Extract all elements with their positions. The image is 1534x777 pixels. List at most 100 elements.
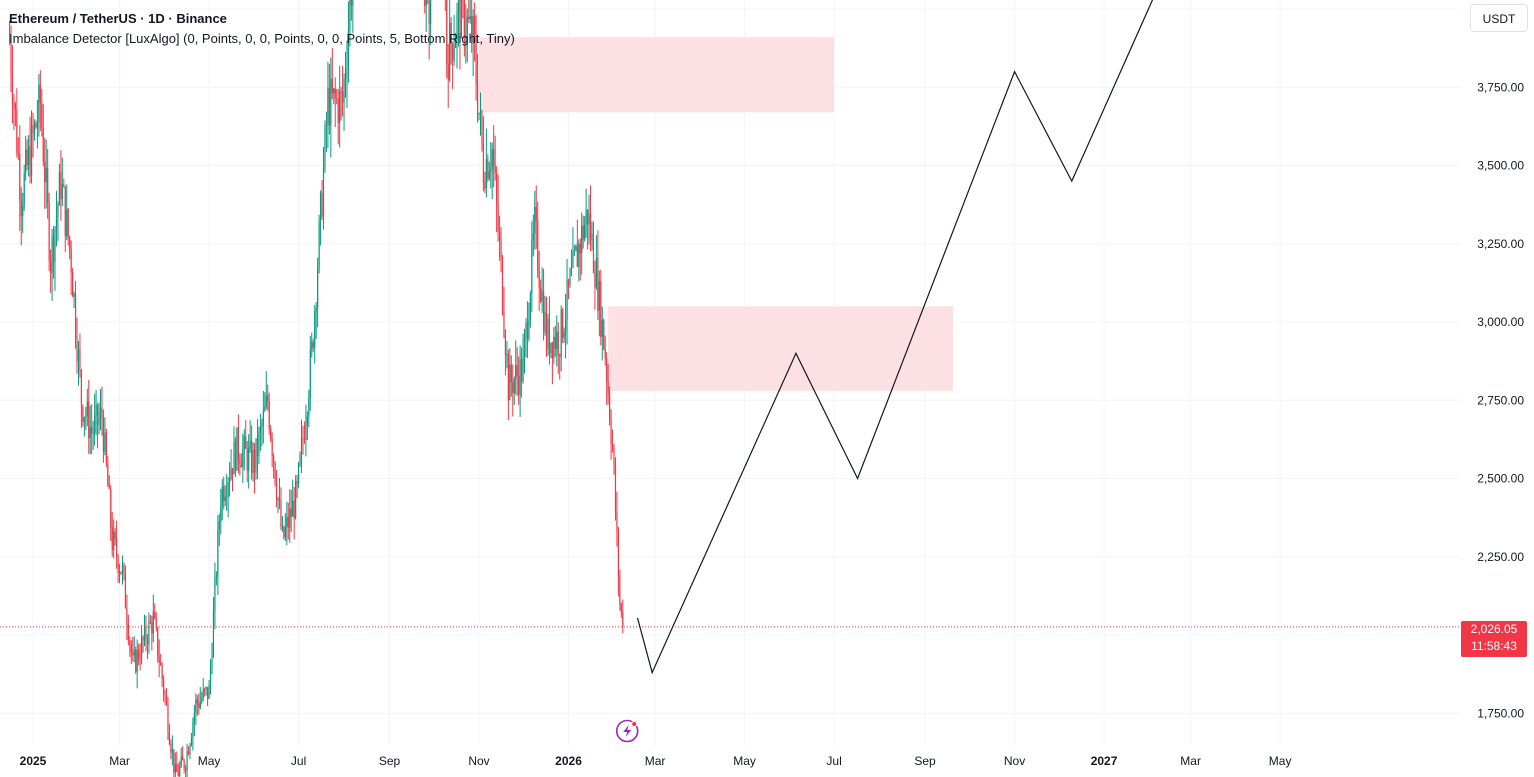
candle-body — [130, 644, 132, 654]
candle-body — [133, 650, 135, 656]
candle-body — [265, 395, 267, 407]
candle-body — [600, 281, 602, 337]
candle-body — [129, 640, 131, 645]
candle-body — [334, 88, 336, 99]
candle-body — [55, 216, 58, 229]
candle-body — [522, 357, 524, 382]
indicator-label[interactable]: Imbalance Detector [LuxAlgo] (0, Points,… — [9, 31, 515, 46]
last-price-value: 2,026.05 — [1470, 622, 1518, 636]
candle-body — [572, 251, 574, 268]
candle-body — [170, 743, 172, 753]
candle-body — [303, 438, 306, 441]
candle-body — [570, 267, 573, 273]
projection-drawing[interactable] — [636, 0, 1211, 675]
candle-body — [206, 687, 209, 699]
event-markers[interactable] — [615, 719, 639, 743]
candle-body — [487, 159, 489, 179]
candle-body — [453, 47, 455, 61]
candle-body — [259, 426, 262, 432]
price-axis[interactable]: 1,500.001,750.002,000.002,250.002,500.00… — [1477, 0, 1524, 777]
candle-body — [469, 16, 471, 19]
candle-body — [321, 192, 323, 217]
last-price-label: 2,026.05 11:58:43 — [1461, 621, 1527, 657]
candle-body — [63, 184, 65, 187]
candle-body — [165, 695, 168, 705]
candle-body — [350, 0, 352, 6]
candle-body — [183, 760, 185, 769]
time-tick-label: 2027 — [1091, 754, 1118, 768]
lightning-icon[interactable] — [615, 719, 639, 743]
candle-body — [8, 40, 11, 42]
time-axis[interactable]: 2025 Mar May Jul Sep Nov 2026 Mar May Jul Sep Nov 20… — [20, 754, 1292, 768]
candle-body — [117, 557, 119, 574]
candle-body — [518, 376, 520, 395]
candle-body — [425, 0, 427, 6]
candle-body — [57, 205, 59, 217]
candle-body — [484, 182, 486, 189]
candle-body — [507, 354, 509, 401]
candle-body — [526, 322, 529, 339]
candle-body — [306, 416, 308, 425]
candle-body — [274, 462, 276, 484]
imbalance-zone — [479, 37, 835, 113]
candle-body — [60, 171, 62, 200]
candle-body — [229, 478, 231, 483]
time-tick-label: 2026 — [555, 754, 582, 768]
candle-body — [268, 401, 270, 429]
candle-body — [17, 152, 19, 155]
candle-body — [83, 417, 85, 423]
candle-body — [516, 365, 518, 377]
time-tick-label: May — [733, 754, 756, 768]
candle-body — [471, 16, 473, 44]
candle-body — [231, 468, 234, 475]
candle-body — [520, 359, 523, 382]
candle-body — [227, 482, 229, 496]
candle-body — [284, 526, 286, 538]
candle-body — [79, 349, 81, 371]
candle-body — [550, 342, 552, 354]
candle-body — [27, 146, 30, 166]
candle-body — [591, 234, 593, 241]
candle-body — [447, 63, 449, 80]
candle-body — [145, 625, 147, 642]
candle-body — [195, 699, 197, 713]
candle-body — [465, 34, 467, 39]
candle-body — [545, 311, 548, 349]
candle-body — [74, 293, 77, 338]
candle-body — [182, 756, 184, 761]
candle-body — [312, 341, 314, 348]
candle-body — [234, 441, 237, 471]
candle-body — [347, 30, 350, 68]
time-tick-label: May — [1269, 754, 1292, 768]
candle-body — [468, 16, 470, 19]
currency-button[interactable]: USDT — [1470, 4, 1528, 32]
candle-body — [551, 342, 553, 359]
candle-body — [26, 149, 28, 166]
candle-body — [251, 440, 253, 473]
candle-body — [286, 516, 288, 527]
candle-body — [333, 88, 335, 93]
price-tick-label: 2,250.00 — [1477, 550, 1524, 564]
candle-body — [221, 486, 223, 507]
candle-body — [346, 67, 348, 76]
price-tick-label: 2,500.00 — [1477, 472, 1524, 486]
candle-body — [61, 184, 63, 200]
candle-body — [300, 438, 303, 455]
candle-body — [287, 516, 289, 528]
candle-body — [594, 272, 596, 288]
candle-body — [532, 233, 534, 240]
candle-body — [33, 123, 36, 134]
candle-body — [82, 406, 84, 423]
candle-body — [94, 415, 96, 433]
candle-body — [538, 270, 540, 288]
symbol-title[interactable]: Ethereum / TetherUS · 1D · Binance — [9, 11, 227, 26]
bar-countdown: 11:58:43 — [1471, 639, 1517, 653]
candle-body — [149, 621, 151, 623]
candle-body — [58, 171, 61, 206]
candle-body — [148, 621, 150, 645]
candle-body — [230, 468, 232, 479]
candle-body — [299, 454, 301, 465]
candle-body — [29, 146, 31, 176]
candle-body — [246, 448, 248, 471]
